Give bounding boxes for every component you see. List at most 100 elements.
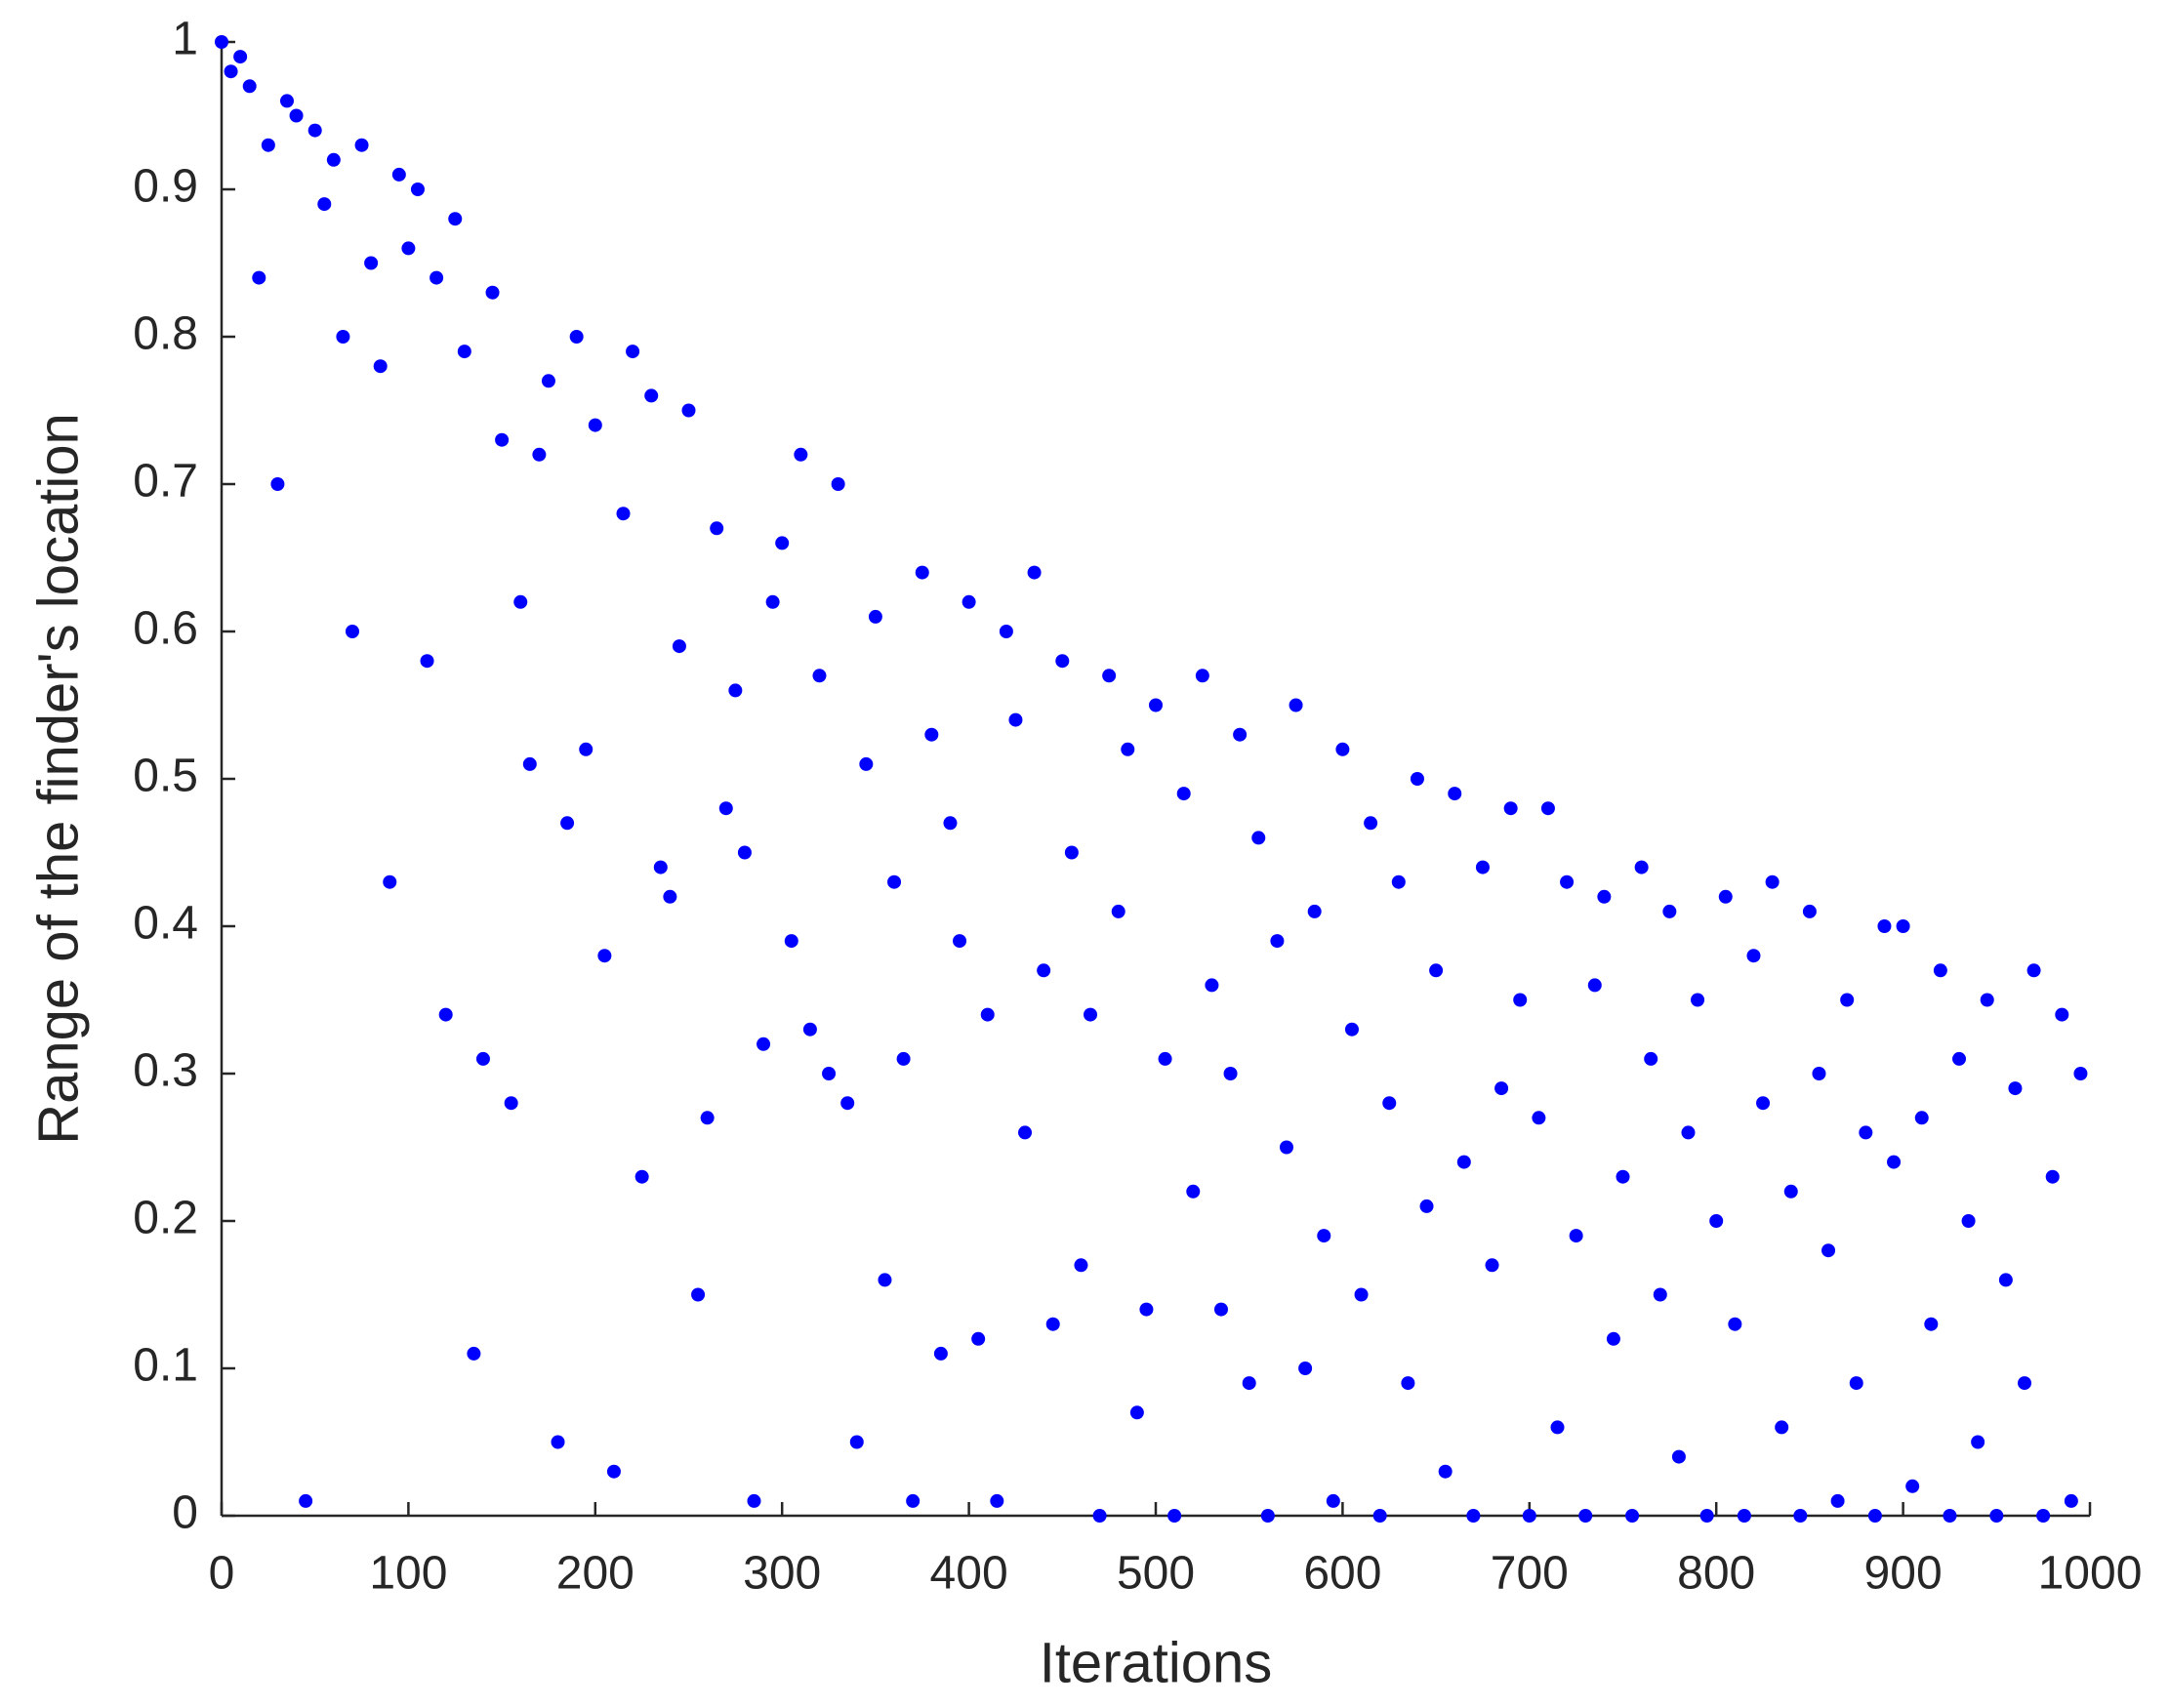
point — [467, 1346, 481, 1361]
point — [1560, 874, 1575, 889]
point — [849, 1435, 864, 1449]
point — [1242, 1376, 1256, 1391]
point — [1952, 1051, 1967, 1066]
point — [616, 507, 631, 521]
point — [1092, 1509, 1107, 1523]
point — [1018, 1125, 1033, 1140]
point — [1522, 1509, 1536, 1523]
point — [1625, 1509, 1640, 1523]
point — [224, 64, 238, 79]
point — [261, 138, 275, 152]
point — [1728, 1317, 1742, 1331]
point — [1532, 1111, 1546, 1125]
point — [2055, 1007, 2069, 1022]
point — [1494, 1081, 1509, 1096]
point — [279, 94, 294, 108]
point — [1391, 874, 1406, 889]
point — [1121, 742, 1135, 756]
point — [943, 816, 958, 831]
point — [606, 1464, 621, 1479]
point — [1419, 1199, 1434, 1213]
point — [1606, 1331, 1620, 1346]
point — [1746, 949, 1761, 963]
point — [513, 594, 528, 609]
point — [1793, 1509, 1808, 1523]
point — [1933, 963, 1947, 978]
point — [391, 167, 406, 182]
point — [2026, 963, 2041, 978]
point — [1550, 1420, 1565, 1435]
point — [653, 860, 668, 874]
point — [1859, 1125, 1873, 1140]
point — [1074, 1258, 1088, 1273]
point — [896, 1051, 911, 1066]
point — [878, 1273, 892, 1287]
point — [1812, 1067, 1826, 1080]
point — [915, 565, 929, 580]
point — [1129, 1405, 1144, 1420]
y-tick-label: 0.9 — [133, 161, 198, 213]
point — [1372, 1509, 1387, 1523]
x-tick-label: 700 — [1491, 1548, 1569, 1600]
y-tick-label: 0.4 — [133, 898, 198, 950]
point — [1344, 1022, 1359, 1037]
point — [681, 403, 696, 418]
point — [1513, 993, 1528, 1007]
point — [924, 727, 939, 742]
point — [588, 418, 602, 432]
point — [840, 1096, 855, 1111]
point — [1167, 1509, 1182, 1523]
point — [747, 1493, 761, 1508]
point — [2018, 1376, 2032, 1391]
point — [1335, 742, 1350, 756]
point — [868, 609, 882, 624]
point — [579, 742, 593, 756]
point — [1980, 993, 1994, 1007]
point — [1989, 1509, 2004, 1523]
point — [1326, 1493, 1340, 1508]
y-tick-label: 0.8 — [133, 308, 198, 360]
point — [1438, 1464, 1453, 1479]
point — [971, 1331, 986, 1346]
point — [1896, 919, 1910, 933]
point — [270, 477, 285, 491]
point — [1055, 654, 1070, 669]
point — [1540, 801, 1555, 816]
point — [457, 345, 471, 359]
point — [1139, 1302, 1154, 1317]
point — [802, 1022, 817, 1037]
point — [1569, 1229, 1583, 1243]
point — [2073, 1067, 2088, 1080]
point — [1802, 904, 1817, 918]
point — [354, 138, 369, 152]
point — [1149, 698, 1163, 712]
point — [953, 934, 967, 949]
point — [1718, 889, 1733, 904]
y-axis-label: Range of the finder's location — [26, 413, 90, 1144]
point — [1298, 1362, 1313, 1375]
point — [757, 1037, 771, 1051]
point — [1681, 1125, 1696, 1140]
point — [1737, 1509, 1751, 1523]
point — [1849, 1376, 1863, 1391]
point — [1251, 831, 1266, 845]
point — [1158, 1051, 1172, 1066]
point — [1084, 1007, 1098, 1022]
point — [1456, 1155, 1471, 1169]
point — [663, 889, 677, 904]
point — [1653, 1287, 1667, 1302]
point — [812, 669, 827, 683]
y-tick-label: 0.3 — [133, 1045, 198, 1097]
x-tick-label: 300 — [743, 1548, 821, 1600]
point — [2045, 1169, 2060, 1184]
point — [1699, 1509, 1714, 1523]
point — [1008, 712, 1023, 727]
point — [1037, 963, 1051, 978]
point — [1233, 727, 1248, 742]
point — [410, 183, 425, 196]
x-tick-label: 100 — [369, 1548, 447, 1600]
point — [1867, 1509, 1882, 1523]
point — [2064, 1493, 2078, 1508]
x-tick-label: 1000 — [2038, 1548, 2143, 1600]
point — [1775, 1420, 1789, 1435]
